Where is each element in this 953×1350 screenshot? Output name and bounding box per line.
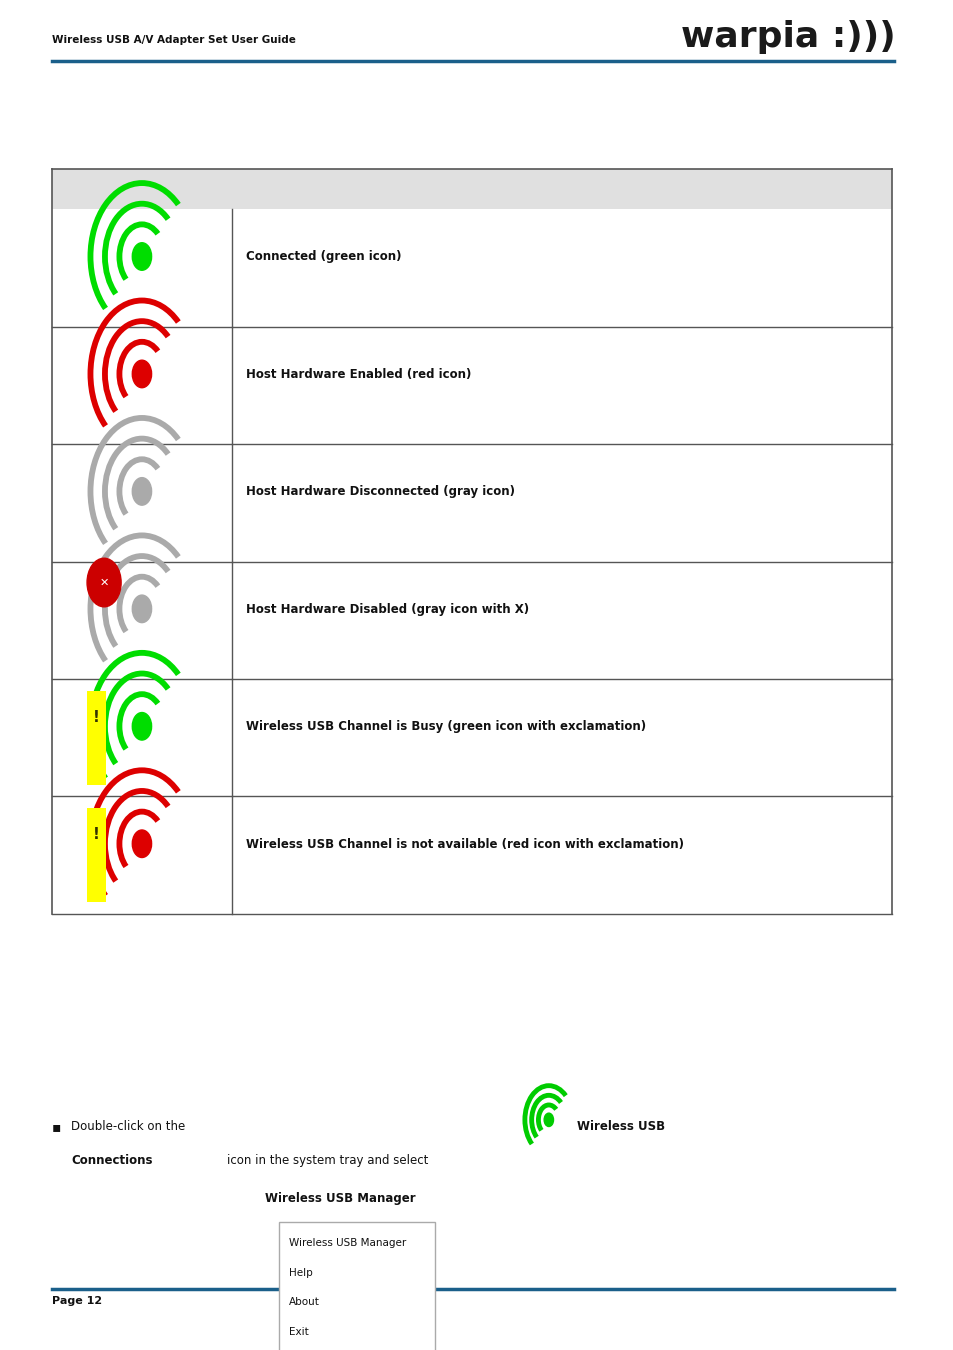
FancyBboxPatch shape bbox=[52, 562, 891, 679]
Text: Wireless USB A/V Adapter Set User Guide: Wireless USB A/V Adapter Set User Guide bbox=[52, 35, 295, 45]
Text: Connected (green icon): Connected (green icon) bbox=[246, 250, 401, 263]
Text: Wireless USB: Wireless USB bbox=[577, 1120, 664, 1134]
FancyBboxPatch shape bbox=[52, 679, 891, 796]
Circle shape bbox=[132, 595, 152, 622]
Text: !: ! bbox=[93, 828, 100, 842]
Text: Page 12: Page 12 bbox=[52, 1296, 102, 1305]
Text: warpia :))): warpia :))) bbox=[680, 20, 895, 54]
Text: !: ! bbox=[93, 710, 100, 725]
Text: icon in the system tray and select: icon in the system tray and select bbox=[227, 1154, 428, 1168]
Circle shape bbox=[543, 1114, 553, 1126]
Text: Double-click on the: Double-click on the bbox=[71, 1120, 185, 1134]
FancyBboxPatch shape bbox=[279, 1222, 435, 1350]
FancyBboxPatch shape bbox=[52, 796, 891, 914]
Text: Host Hardware Disabled (gray icon with X): Host Hardware Disabled (gray icon with X… bbox=[246, 602, 529, 616]
Circle shape bbox=[132, 713, 152, 740]
Circle shape bbox=[132, 830, 152, 857]
Circle shape bbox=[132, 478, 152, 505]
FancyBboxPatch shape bbox=[52, 444, 891, 562]
Text: Wireless USB Manager: Wireless USB Manager bbox=[289, 1238, 405, 1247]
Text: Host Hardware Disconnected (gray icon): Host Hardware Disconnected (gray icon) bbox=[246, 485, 515, 498]
Text: Host Hardware Enabled (red icon): Host Hardware Enabled (red icon) bbox=[246, 367, 471, 381]
Text: About: About bbox=[289, 1297, 319, 1307]
Circle shape bbox=[87, 559, 121, 606]
Text: Wireless USB Channel is Busy (green icon with exclamation): Wireless USB Channel is Busy (green icon… bbox=[246, 720, 645, 733]
FancyBboxPatch shape bbox=[52, 209, 891, 327]
Circle shape bbox=[132, 243, 152, 270]
Circle shape bbox=[132, 360, 152, 387]
Text: Wireless USB Channel is not available (red icon with exclamation): Wireless USB Channel is not available (r… bbox=[246, 837, 683, 850]
Text: Help: Help bbox=[289, 1268, 312, 1277]
FancyBboxPatch shape bbox=[52, 169, 891, 209]
Text: Wireless USB Manager: Wireless USB Manager bbox=[265, 1192, 416, 1206]
Text: Connections: Connections bbox=[71, 1154, 152, 1168]
FancyBboxPatch shape bbox=[52, 327, 891, 444]
Text: ▪: ▪ bbox=[52, 1120, 61, 1134]
Text: Exit: Exit bbox=[289, 1327, 308, 1336]
FancyBboxPatch shape bbox=[87, 807, 106, 902]
Text: ✕: ✕ bbox=[99, 578, 109, 587]
FancyBboxPatch shape bbox=[87, 690, 106, 784]
